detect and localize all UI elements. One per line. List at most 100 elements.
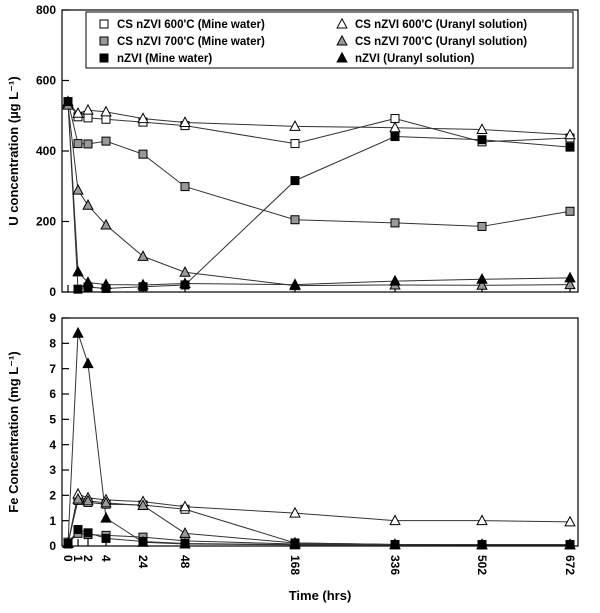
data-point-marker: [289, 278, 301, 290]
plot-fe-concentration: 0 1 2 3 4 5 6 7 8 9 Fe Concentration (mg L⁻¹): [6, 311, 579, 553]
data-point-marker: [101, 533, 111, 543]
y-axis-label: U concentration (µg L⁻¹): [6, 76, 21, 225]
x-tick-label: 672: [563, 555, 577, 575]
y-tick-label: 8: [49, 337, 56, 351]
y-tick-label: 7: [49, 362, 56, 376]
data-point-marker: [565, 142, 575, 152]
data-point-marker: [476, 123, 488, 134]
x-tick-label: 502: [475, 555, 489, 575]
data-point-marker: [101, 114, 111, 124]
data-point-marker: [82, 357, 94, 369]
legend-box: [85, 11, 574, 69]
plot-u-concentration: 0 200 400 600 800 U concentration (µg L⁻¹): [6, 3, 579, 299]
data-point-marker: [290, 139, 300, 149]
x-tick-label: 24: [136, 555, 150, 569]
data-point-marker: [476, 273, 488, 284]
data-point-marker: [137, 499, 149, 510]
data-point-marker: [101, 136, 111, 146]
data-point-marker: [290, 176, 300, 186]
y-tick-label: 4: [49, 438, 56, 452]
data-point-marker: [564, 538, 576, 550]
data-point-marker: [477, 135, 487, 145]
legend-label: CS nZVI 600'C (Mine water): [117, 19, 265, 31]
x-tick-label: 0: [61, 555, 75, 562]
y-axis-label: Fe Concentration (mg L⁻¹): [6, 351, 21, 512]
data-point-marker: [100, 218, 112, 230]
data-point-marker: [289, 538, 301, 550]
data-point-marker: [100, 511, 112, 523]
data-point-marker: [390, 132, 400, 142]
data-point-marker: [100, 105, 112, 117]
x-tick-label: 336: [388, 555, 402, 575]
data-point-marker: [137, 278, 149, 290]
data-point-marker: [62, 537, 74, 548]
data-point-marker: [476, 514, 488, 526]
data-point-marker: [179, 116, 191, 127]
data-point-marker: [82, 199, 94, 210]
legend-marker: [99, 36, 109, 46]
data-point-marker: [564, 128, 576, 140]
data-point-marker: [180, 182, 190, 192]
y-tick-label: 2: [49, 489, 56, 503]
y-tick-label: 3: [49, 463, 56, 477]
data-point-marker: [72, 183, 84, 195]
x-tick-label: 4: [99, 555, 113, 562]
data-point-marker: [476, 538, 488, 550]
legend-marker: [336, 17, 348, 29]
legend-label: CS nZVI 700'C (Uranyl solution): [355, 36, 527, 48]
data-point-marker: [73, 139, 83, 149]
x-tick-label: 168: [288, 555, 302, 575]
data-point-marker: [289, 506, 301, 518]
series-line: [67, 101, 571, 286]
legend-marker: [336, 34, 348, 46]
y-tick-label: 200: [36, 215, 56, 229]
data-point-marker: [565, 206, 575, 216]
data-point-marker: [564, 271, 576, 283]
data-point-marker: [179, 537, 191, 549]
data-point-marker: [137, 535, 149, 547]
data-point-marker: [72, 326, 84, 338]
legend-label: CS nZVI 600'C (Uranyl solution): [355, 19, 527, 31]
legend-label: nZVI (Uranyl solution): [355, 53, 475, 65]
data-point-marker: [82, 103, 94, 115]
data-point-marker: [72, 265, 84, 277]
data-point-marker: [72, 107, 84, 118]
x-tick-label: 2: [81, 555, 95, 562]
y-tick-label: 6: [49, 387, 56, 401]
legend-marker: [336, 51, 348, 63]
series-line: [67, 493, 571, 544]
series-line: [67, 101, 571, 290]
series-line: [67, 333, 570, 546]
data-point-marker: [290, 215, 300, 225]
data-point-marker: [83, 113, 93, 123]
data-point-marker: [82, 494, 94, 506]
x-axis-label: Time (hrs): [289, 588, 352, 603]
data-point-marker: [100, 278, 112, 290]
data-point-marker: [390, 114, 400, 124]
y-tick-label: 400: [36, 144, 56, 158]
series-line: [67, 101, 571, 227]
series-line: [67, 105, 571, 287]
data-point-marker: [389, 514, 401, 526]
data-point-marker: [476, 279, 488, 290]
y-tick-label: 0: [49, 539, 56, 553]
data-point-marker: [62, 95, 74, 107]
legend-label: CS nZVI 700'C (Mine water): [117, 36, 265, 48]
series-line: [67, 103, 571, 136]
data-point-marker: [100, 496, 112, 508]
data-point-marker: [179, 277, 191, 289]
data-point-marker: [389, 121, 401, 133]
data-point-marker: [83, 528, 93, 538]
y-tick-label: 800: [36, 3, 56, 17]
data-point-marker: [137, 250, 149, 261]
data-point-marker: [138, 149, 148, 159]
y-tick-label: 9: [49, 311, 56, 325]
data-point-marker: [73, 525, 83, 535]
data-point-marker: [564, 515, 576, 527]
data-point-marker: [564, 278, 576, 290]
data-point-marker: [390, 218, 400, 228]
data-point-marker: [83, 139, 93, 149]
legend-marker: [99, 19, 109, 29]
